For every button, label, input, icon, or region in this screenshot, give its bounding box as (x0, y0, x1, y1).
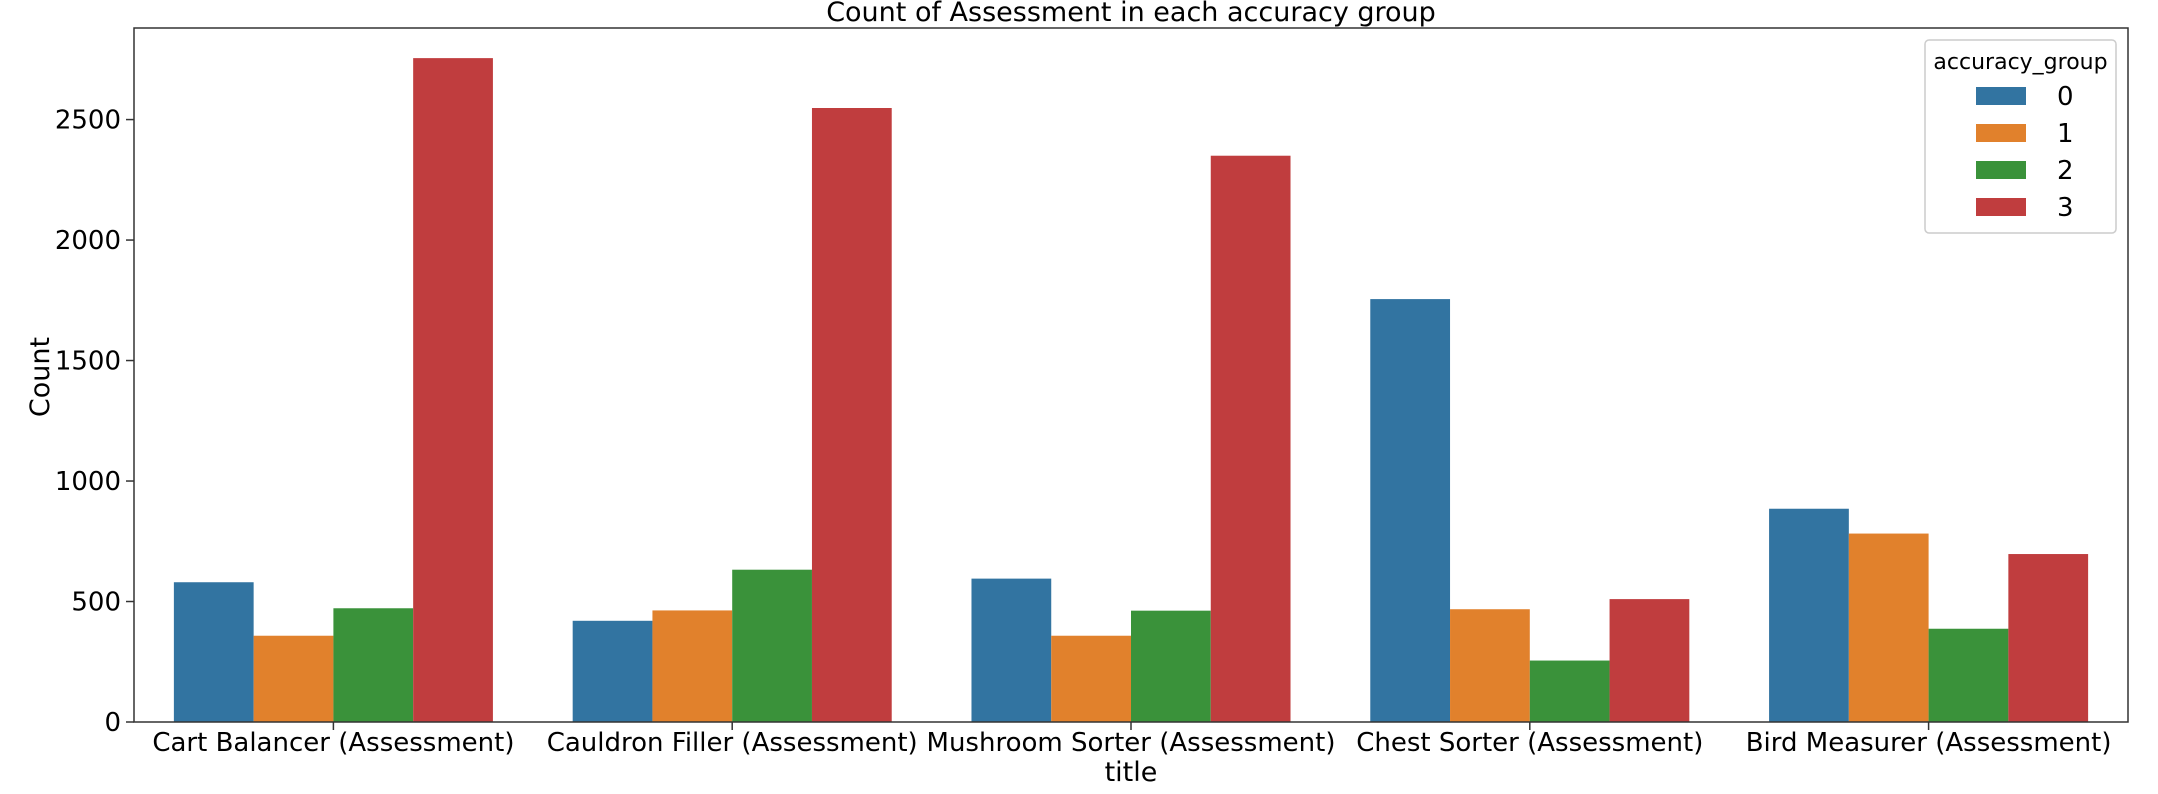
plot-frame (133, 27, 2129, 723)
legend-label-3: 3 (2057, 193, 2074, 223)
bar-1-series-0 (572, 620, 653, 722)
chart-title: Count of Assessment in each accuracy gro… (826, 0, 1436, 28)
bar-3-series-3 (1609, 599, 1690, 722)
bar-3-series-2 (1529, 660, 1610, 722)
y-tick-label: 1000 (55, 467, 121, 497)
bar-1-series-3 (811, 108, 892, 722)
x-axis-title: title (1105, 757, 1158, 788)
bar-0-series-3 (413, 58, 493, 723)
legend-swatch-0 (1976, 87, 2026, 105)
bar-0-series-1 (253, 635, 334, 722)
bar-1-series-2 (732, 569, 812, 722)
legend-label-1: 1 (2057, 119, 2074, 149)
x-tick-label: Cart Balancer (Assessment) (152, 728, 514, 758)
bar-2-series-0 (971, 578, 1052, 722)
x-tick-label: Cauldron Filler (Assessment) (547, 728, 918, 758)
y-tick-label: 2000 (55, 226, 121, 256)
y-tick-label: 1500 (55, 347, 121, 377)
bar-0-series-0 (173, 582, 254, 722)
y-tick-label: 2500 (55, 106, 121, 136)
legend-title: accuracy_group (1933, 50, 2107, 75)
bar-4-series-1 (1848, 533, 1929, 722)
x-axis-ticks: Cart Balancer (Assessment) Cauldron Fille… (152, 722, 2111, 758)
bar-0-series-2 (333, 608, 414, 722)
bar-4-series-2 (1928, 628, 2009, 722)
bars-layer (173, 58, 2089, 723)
bar-3-series-0 (1370, 299, 1451, 722)
x-tick-label: Chest Sorter (Assessment) (1356, 728, 1703, 758)
x-tick-label: Mushroom Sorter (Assessment) (927, 728, 1336, 758)
legend-label-0: 0 (2057, 82, 2074, 112)
bar-3-series-1 (1450, 609, 1530, 722)
bar-2-series-3 (1210, 155, 1291, 722)
y-axis-ticks: 0 500 1000 1500 2000 2500 (55, 106, 134, 738)
legend-swatch-1 (1976, 124, 2026, 142)
x-tick-label: Bird Measurer (Assessment) (1746, 728, 2112, 758)
legend: accuracy_group 0 1 2 3 (1924, 39, 2117, 234)
bar-4-series-0 (1769, 508, 1849, 722)
bar-2-series-2 (1131, 610, 1211, 722)
legend-label-2: 2 (2057, 156, 2074, 186)
bar-2-series-1 (1051, 635, 1131, 722)
bar-1-series-1 (652, 610, 733, 722)
legend-swatch-2 (1976, 161, 2026, 179)
y-tick-label: 0 (104, 708, 121, 738)
y-axis-title: Count (25, 337, 56, 417)
legend-swatch-3 (1976, 198, 2026, 216)
bar-4-series-3 (2008, 554, 2089, 722)
y-tick-label: 500 (71, 588, 121, 618)
